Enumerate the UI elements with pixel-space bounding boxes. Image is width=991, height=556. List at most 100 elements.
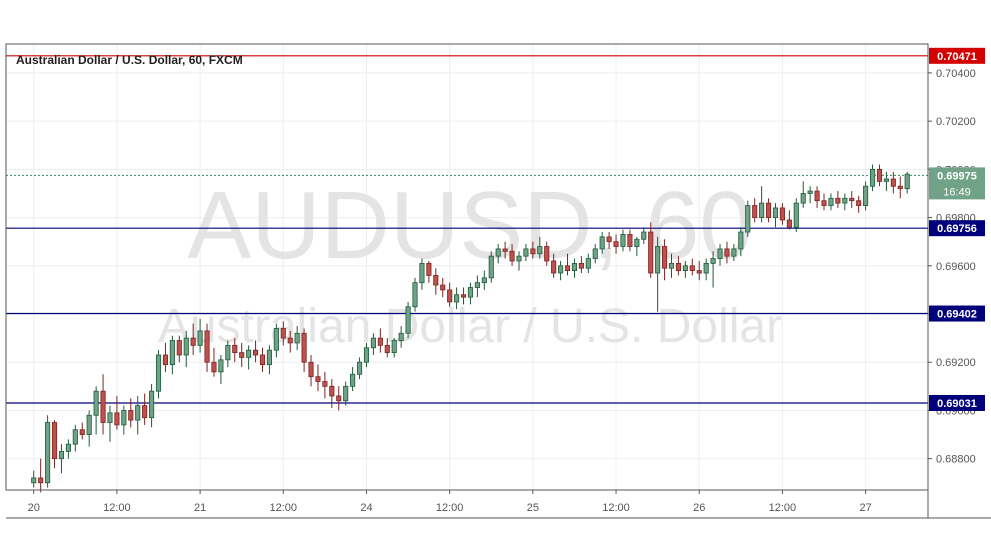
candle-body [585, 258, 591, 269]
candle-body [135, 405, 141, 421]
candle [169, 335, 175, 375]
candle [564, 253, 571, 276]
chart-axes: 0.688000.690000.692000.694000.696000.698… [5, 43, 991, 519]
candle-body [828, 197, 834, 206]
candle-body [454, 294, 460, 303]
candle-body [606, 236, 612, 243]
candle-body [876, 168, 883, 182]
candle-body [100, 390, 106, 423]
candle [162, 342, 168, 372]
candle [253, 340, 259, 363]
candle [828, 193, 834, 211]
candle-body [128, 410, 134, 421]
y-tick-label: 0.70200 [936, 116, 976, 128]
candle [142, 393, 148, 425]
symbol-header: Australian Dollar / U.S. Dollar, 60, FXC… [16, 53, 243, 67]
candle [551, 253, 557, 278]
candle [287, 330, 293, 353]
candle-body [398, 332, 404, 341]
candle [273, 323, 279, 358]
candle-body [162, 354, 168, 366]
candle-body [65, 443, 71, 452]
candle [329, 379, 335, 409]
candle-body [731, 248, 737, 257]
candle-body [336, 395, 342, 402]
candle [495, 244, 501, 264]
x-tick-label: 25 [527, 502, 539, 514]
candle [426, 260, 432, 283]
candle [731, 244, 737, 261]
y-tick-label: 0.69600 [936, 261, 976, 273]
candle [211, 347, 217, 377]
candle-body [710, 258, 716, 264]
candle [460, 287, 467, 305]
candle-body [204, 330, 210, 363]
candle [634, 236, 640, 257]
candle-body [890, 178, 896, 187]
candle [440, 277, 446, 298]
candle-body [627, 234, 633, 247]
candle [745, 200, 751, 237]
candle [779, 203, 785, 225]
candle-body [38, 477, 44, 484]
candle-body [308, 361, 314, 378]
candle-body [176, 340, 182, 356]
candle [675, 256, 681, 276]
candle [523, 244, 529, 261]
candle-body [897, 185, 903, 190]
support-price-label: 0.69402 [937, 309, 977, 321]
x-tick-label: 26 [693, 502, 705, 514]
candle-body [356, 361, 363, 375]
candle [454, 287, 460, 310]
candle-body [752, 205, 758, 218]
candle [405, 301, 411, 339]
candle-body [225, 344, 231, 361]
candle [370, 333, 376, 355]
candle [356, 357, 363, 380]
candle-body [842, 197, 848, 204]
candle-body [31, 477, 37, 484]
candle-body [266, 349, 272, 366]
candle-body [814, 190, 820, 202]
candle [842, 193, 848, 211]
candle [696, 260, 702, 281]
current-price-label-bg [929, 167, 985, 200]
candle [128, 398, 134, 428]
candle-body [412, 282, 418, 308]
candle-body [239, 352, 245, 358]
candle [752, 198, 758, 223]
candle-body [183, 337, 189, 356]
candle [121, 405, 127, 435]
candle-body [72, 429, 78, 445]
candle [897, 176, 903, 199]
candle-body [343, 385, 349, 402]
candle [176, 335, 182, 363]
candle [93, 386, 99, 435]
candle-body [322, 381, 328, 387]
candle [225, 340, 231, 368]
candle-body [467, 287, 474, 298]
bar-countdown-label: 16:49 [943, 186, 971, 198]
candle [315, 364, 321, 392]
candle [38, 458, 44, 493]
candle [58, 444, 65, 474]
candle [599, 232, 605, 254]
candle-body [655, 246, 661, 274]
candle [398, 326, 404, 348]
candle [835, 191, 841, 208]
candle-body [155, 354, 162, 392]
candle [239, 342, 245, 368]
candle-body [883, 178, 889, 182]
candle [516, 251, 522, 271]
candle [883, 171, 889, 192]
candle-body [759, 202, 765, 218]
candle-body [738, 231, 744, 250]
candle [488, 251, 494, 283]
candle [51, 420, 58, 469]
candle [336, 386, 342, 411]
candle [218, 354, 224, 384]
candle-body [273, 328, 279, 351]
candle-body [259, 354, 266, 366]
candle [204, 323, 210, 372]
